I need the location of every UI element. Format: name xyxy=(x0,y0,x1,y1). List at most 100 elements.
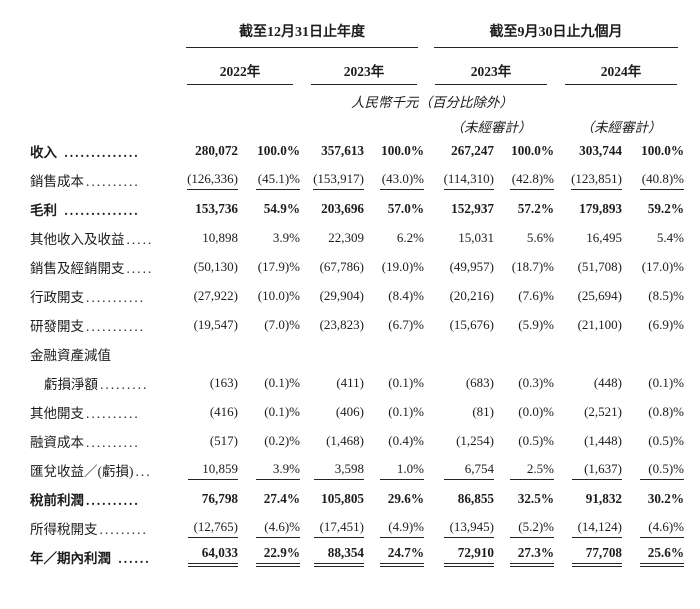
row-label-cell: 所得稅開支......... xyxy=(30,515,178,544)
cell-percent: 22.9% xyxy=(240,544,302,573)
cell-percent xyxy=(624,341,686,370)
cell-amount xyxy=(302,341,366,370)
row-label: 虧損淨額 xyxy=(44,377,98,392)
cell-value-text: 6,754 xyxy=(444,461,494,480)
cell-percent: (43.0)% xyxy=(366,167,426,196)
cell-value-text: (19.0)% xyxy=(381,259,424,274)
cell-percent: (4.6)% xyxy=(624,515,686,544)
header-spacer xyxy=(30,14,178,48)
cell-amount: 280,072 xyxy=(178,138,240,167)
cell-value-text: (13,945) xyxy=(444,519,494,538)
cell-amount: (25,694) xyxy=(556,283,624,312)
cell-value-text: (40.8)% xyxy=(640,171,684,190)
cell-amount xyxy=(426,341,496,370)
cell-percent: 54.9% xyxy=(240,196,302,225)
row-label: 融資成本 xyxy=(30,435,84,450)
table-row: 其他開支.......... (416) (0.1)% (406) (0.1)% (81… xyxy=(30,399,686,428)
cell-value-text: 88,354 xyxy=(314,545,364,567)
cell-value-text: (12,765) xyxy=(188,519,238,538)
cell-value-text: (67,786) xyxy=(319,259,364,274)
leader-dots: .......... xyxy=(86,406,140,421)
table-row: 收入 .............. 280,072 100.0% 357,613 10… xyxy=(30,138,686,167)
table-header: 截至12月31日止年度 截至9月30日止九個月 2022年 2023年 2023… xyxy=(30,14,686,138)
cell-amount: (29,904) xyxy=(302,283,366,312)
cell-amount: 16,495 xyxy=(556,225,624,254)
cell-value-text: 303,744 xyxy=(579,143,622,158)
cell-amount: (1,637) xyxy=(556,457,624,486)
row-label-cell: 其他開支.......... xyxy=(30,399,178,428)
leader-dots: .............. xyxy=(59,145,140,160)
cell-percent: 1.0% xyxy=(366,457,426,486)
cell-value-text: (406) xyxy=(335,404,364,419)
row-label: 研發開支 xyxy=(30,319,84,334)
table-row: 匯兌收益／(虧損)... 10,859 3.9% 3,598 1.0% 6,754 2.5… xyxy=(30,457,686,486)
cell-value-text: 203,696 xyxy=(321,201,364,216)
cell-value-text: 86,855 xyxy=(457,491,494,506)
period-header-nine-month: 截至9月30日止九個月 xyxy=(434,21,678,48)
leader-dots: ......... xyxy=(100,377,149,392)
leader-dots: ...... xyxy=(113,551,151,566)
row-label-cell: 研發開支........... xyxy=(30,312,178,341)
cell-value-text: (411) xyxy=(336,375,364,390)
cell-value-text: (163) xyxy=(209,375,238,390)
cell-amount xyxy=(556,341,624,370)
row-label-cell: 收入 .............. xyxy=(30,138,178,167)
cell-percent: (7.6)% xyxy=(496,283,556,312)
cell-amount: (67,786) xyxy=(302,254,366,283)
row-label-cell: 稅前利潤.......... xyxy=(30,486,178,515)
cell-percent: 5.4% xyxy=(624,225,686,254)
cell-amount: (21,100) xyxy=(556,312,624,341)
cell-value-text: (1,254) xyxy=(456,433,494,448)
cell-percent: (45.1)% xyxy=(240,167,302,196)
cell-amount: (15,676) xyxy=(426,312,496,341)
cell-value-text: (17.0)% xyxy=(641,259,684,274)
cell-percent: (4.9)% xyxy=(366,515,426,544)
cell-value-text: 91,832 xyxy=(585,491,622,506)
cell-value-text: (123,851) xyxy=(571,171,622,190)
cell-value-text: (0.1)% xyxy=(388,375,424,390)
cell-percent: 100.0% xyxy=(496,138,556,167)
cell-percent: 2.5% xyxy=(496,457,556,486)
leader-dots: ........... xyxy=(86,290,146,305)
cell-amount: (13,945) xyxy=(426,515,496,544)
cell-amount: 22,309 xyxy=(302,225,366,254)
row-label-cell: 虧損淨額......... xyxy=(30,370,178,399)
cell-value-text: (10.0)% xyxy=(257,288,300,303)
cell-value-text: 15,031 xyxy=(458,230,494,245)
cell-value-text: (25,694) xyxy=(577,288,622,303)
cell-percent: 59.2% xyxy=(624,196,686,225)
leader-dots: ..... xyxy=(126,261,154,276)
cell-value-text: (14,124) xyxy=(572,519,622,538)
cell-value-text: (51,708) xyxy=(577,259,622,274)
cell-value-text: 72,910 xyxy=(444,545,494,567)
cell-amount: (20,216) xyxy=(426,283,496,312)
cell-value-text: (23,823) xyxy=(319,317,364,332)
cell-percent: 100.0% xyxy=(240,138,302,167)
cell-amount: (126,336) xyxy=(178,167,240,196)
cell-value-text: (49,957) xyxy=(449,259,494,274)
cell-value-text: 2.5% xyxy=(510,461,554,480)
cell-amount: 76,798 xyxy=(178,486,240,515)
cell-value-text: (0.1)% xyxy=(264,404,300,419)
cell-value-text: (8.4)% xyxy=(388,288,424,303)
leader-dots: ........... xyxy=(86,319,146,334)
cell-amount: (27,922) xyxy=(178,283,240,312)
row-label: 其他開支 xyxy=(30,406,84,421)
cell-value-text: 29.6% xyxy=(387,491,424,506)
cell-percent: 57.0% xyxy=(366,196,426,225)
row-label-cell: 年／期內利潤 ...... xyxy=(30,544,178,573)
cell-value-text: (6.7)% xyxy=(388,317,424,332)
table-row: 所得稅開支......... (12,765) (4.6)% (17,451) (4.… xyxy=(30,515,686,544)
cell-amount: 357,613 xyxy=(302,138,366,167)
row-label: 所得稅開支 xyxy=(30,522,98,537)
cell-amount: (153,917) xyxy=(302,167,366,196)
cell-value-text: 30.2% xyxy=(647,491,684,506)
cell-percent: 5.6% xyxy=(496,225,556,254)
row-label-cell: 匯兌收益／(虧損)... xyxy=(30,457,178,486)
cell-percent: 27.3% xyxy=(496,544,556,573)
table-row: 年／期內利潤 ...... 64,033 22.9% 88,354 24.7% 72,9… xyxy=(30,544,686,573)
table-row: 融資成本.......... (517) (0.2)% (1,468) (0.4)% (… xyxy=(30,428,686,457)
cell-value-text: (0.4)% xyxy=(388,433,424,448)
cell-value-text: (0.5)% xyxy=(648,433,684,448)
table-row: 金融資產減值 xyxy=(30,341,686,370)
